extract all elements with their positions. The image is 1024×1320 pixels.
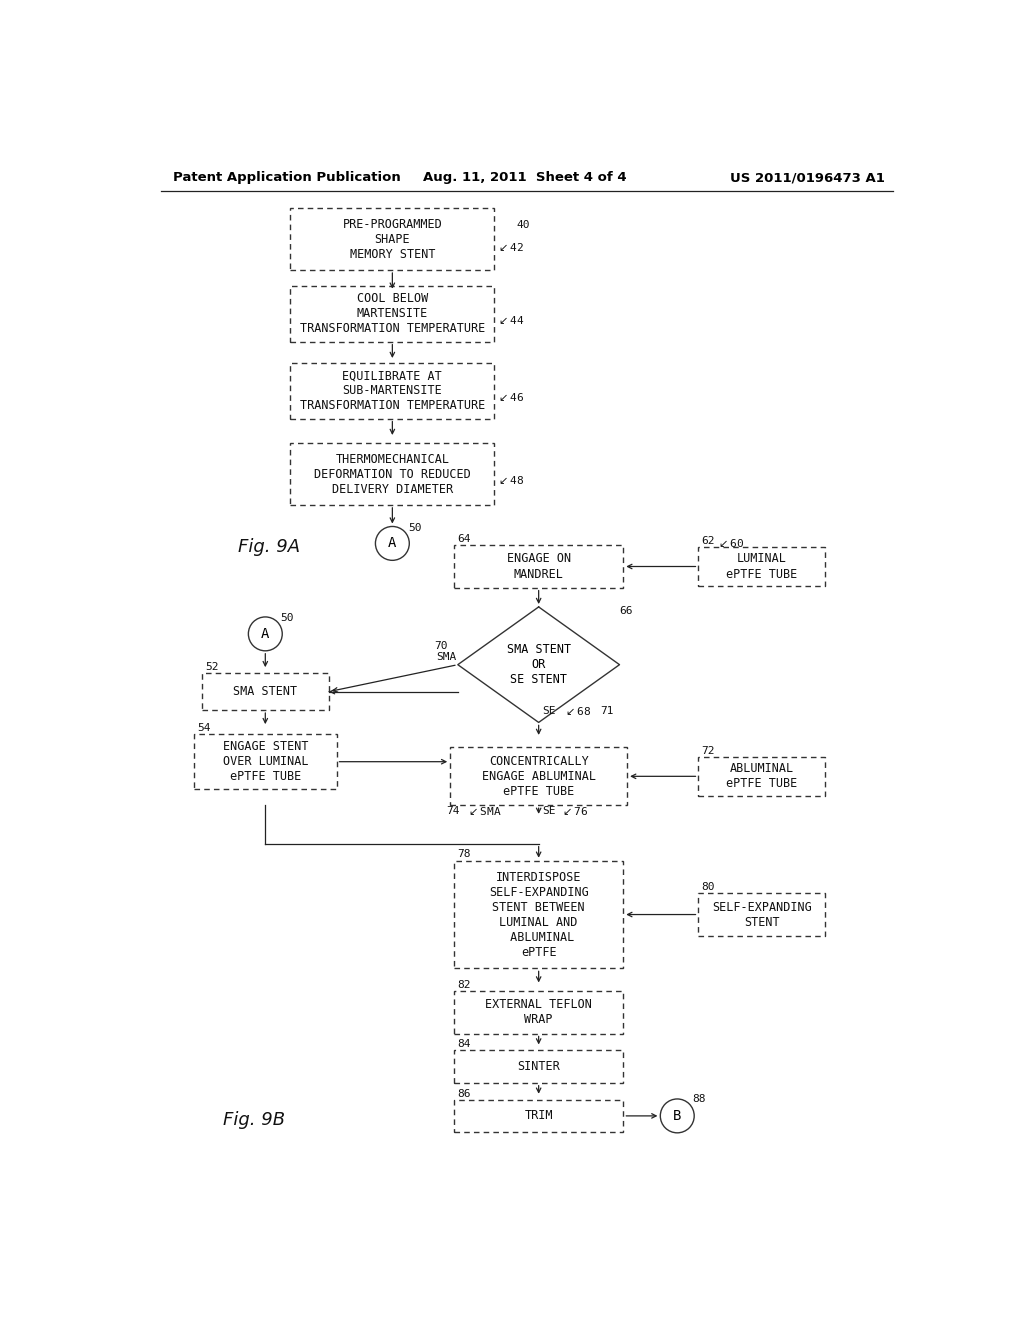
Text: Fig. 9B: Fig. 9B xyxy=(223,1110,285,1129)
Text: SMA STENT: SMA STENT xyxy=(233,685,297,698)
Text: B: B xyxy=(673,1109,681,1123)
FancyBboxPatch shape xyxy=(698,894,825,936)
Circle shape xyxy=(660,1100,694,1133)
Text: 54: 54 xyxy=(198,723,211,733)
Text: 84: 84 xyxy=(457,1039,471,1049)
Text: 52: 52 xyxy=(205,663,218,672)
Text: EQUILIBRATE AT
SUB-MARTENSITE
TRANSFORMATION TEMPERATURE: EQUILIBRATE AT SUB-MARTENSITE TRANSFORMA… xyxy=(300,370,485,412)
Text: $\swarrow$42: $\swarrow$42 xyxy=(496,242,524,253)
FancyBboxPatch shape xyxy=(698,548,825,586)
Text: 78: 78 xyxy=(457,850,471,859)
Text: 50: 50 xyxy=(281,614,294,623)
FancyBboxPatch shape xyxy=(291,286,495,342)
Text: 88: 88 xyxy=(692,1094,707,1104)
Text: SINTER: SINTER xyxy=(517,1060,560,1073)
FancyBboxPatch shape xyxy=(454,545,624,587)
Text: 64: 64 xyxy=(457,535,471,544)
Circle shape xyxy=(249,616,283,651)
Text: A: A xyxy=(388,536,396,550)
FancyBboxPatch shape xyxy=(291,209,495,271)
Text: 50: 50 xyxy=(408,523,421,533)
Text: COOL BELOW
MARTENSITE
TRANSFORMATION TEMPERATURE: COOL BELOW MARTENSITE TRANSFORMATION TEM… xyxy=(300,293,485,335)
Text: Fig. 9A: Fig. 9A xyxy=(239,539,300,556)
Text: 82: 82 xyxy=(457,979,471,990)
Text: SMA STENT
OR
SE STENT: SMA STENT OR SE STENT xyxy=(507,643,570,686)
Text: $\swarrow$68: $\swarrow$68 xyxy=(563,705,592,717)
Text: ABLUMINAL
ePTFE TUBE: ABLUMINAL ePTFE TUBE xyxy=(726,763,798,791)
Text: Patent Application Publication: Patent Application Publication xyxy=(173,172,400,185)
FancyBboxPatch shape xyxy=(454,861,624,969)
FancyBboxPatch shape xyxy=(454,1051,624,1082)
Text: $\swarrow$76: $\swarrow$76 xyxy=(560,805,589,817)
Text: ENGAGE STENT
OVER LUMINAL
ePTFE TUBE: ENGAGE STENT OVER LUMINAL ePTFE TUBE xyxy=(222,741,308,783)
Text: 66: 66 xyxy=(620,606,633,615)
Text: TRIM: TRIM xyxy=(524,1109,553,1122)
Text: 70: 70 xyxy=(435,642,449,651)
Text: THERMOMECHANICAL
DEFORMATION TO REDUCED
DELIVERY DIAMETER: THERMOMECHANICAL DEFORMATION TO REDUCED … xyxy=(314,453,471,495)
FancyBboxPatch shape xyxy=(202,673,329,710)
Text: 72: 72 xyxy=(701,746,715,756)
Text: 80: 80 xyxy=(701,882,715,892)
Circle shape xyxy=(376,527,410,561)
FancyBboxPatch shape xyxy=(451,747,628,805)
Text: INTERDISPOSE
SELF-EXPANDING
STENT BETWEEN
LUMINAL AND
 ABLUMINAL
ePTFE: INTERDISPOSE SELF-EXPANDING STENT BETWEE… xyxy=(488,871,589,958)
FancyBboxPatch shape xyxy=(698,758,825,796)
Text: $\swarrow$60: $\swarrow$60 xyxy=(716,537,744,549)
Text: 62: 62 xyxy=(701,536,715,546)
Text: LUMINAL
ePTFE TUBE: LUMINAL ePTFE TUBE xyxy=(726,553,798,581)
Text: EXTERNAL TEFLON
WRAP: EXTERNAL TEFLON WRAP xyxy=(485,998,592,1027)
FancyBboxPatch shape xyxy=(291,444,495,506)
Text: 74: 74 xyxy=(446,805,460,816)
FancyBboxPatch shape xyxy=(291,363,495,418)
Text: SELF-EXPANDING
STENT: SELF-EXPANDING STENT xyxy=(712,900,812,928)
Text: 40: 40 xyxy=(516,220,529,231)
Polygon shape xyxy=(458,607,620,722)
FancyBboxPatch shape xyxy=(454,1100,624,1133)
Text: $\swarrow$44: $\swarrow$44 xyxy=(496,314,524,326)
Text: 71: 71 xyxy=(600,706,613,715)
FancyBboxPatch shape xyxy=(195,734,337,789)
Text: $\swarrow$46: $\swarrow$46 xyxy=(496,391,524,403)
Text: US 2011/0196473 A1: US 2011/0196473 A1 xyxy=(730,172,885,185)
Text: PRE-PROGRAMMED
SHAPE
MEMORY STENT: PRE-PROGRAMMED SHAPE MEMORY STENT xyxy=(342,218,442,261)
Text: SE: SE xyxy=(543,805,556,816)
Text: 86: 86 xyxy=(457,1089,471,1098)
Text: SE: SE xyxy=(543,706,556,715)
Text: $\swarrow$SMA: $\swarrow$SMA xyxy=(466,805,501,817)
Text: A: A xyxy=(261,627,269,642)
Text: SMA: SMA xyxy=(436,652,457,661)
Text: ENGAGE ON
MANDREL: ENGAGE ON MANDREL xyxy=(507,553,570,581)
Text: CONCENTRICALLY
ENGAGE ABLUMINAL
ePTFE TUBE: CONCENTRICALLY ENGAGE ABLUMINAL ePTFE TU… xyxy=(481,755,596,797)
FancyBboxPatch shape xyxy=(454,991,624,1034)
Text: $\swarrow$48: $\swarrow$48 xyxy=(496,474,524,486)
Text: Aug. 11, 2011  Sheet 4 of 4: Aug. 11, 2011 Sheet 4 of 4 xyxy=(423,172,627,185)
